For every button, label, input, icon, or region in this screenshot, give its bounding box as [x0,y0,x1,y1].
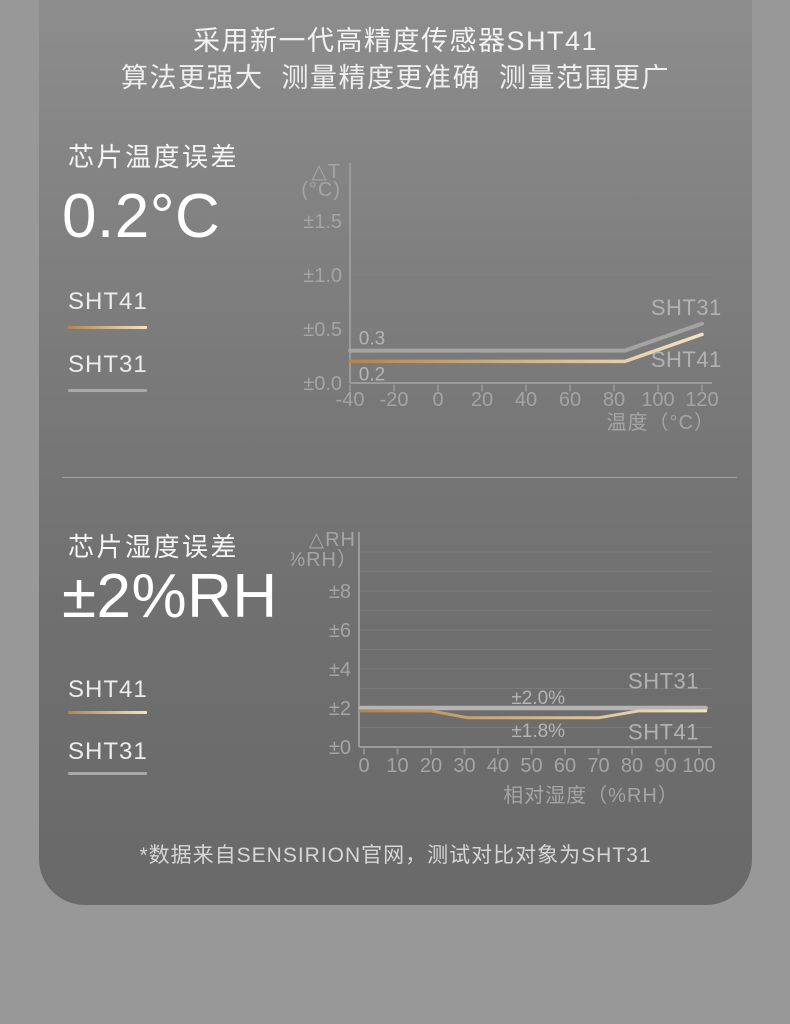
y-axis-title: (°C) [301,179,341,201]
x-tick-label: 0 [432,389,443,411]
page-subtitle: 算法更强大 测量精度更准确 测量范围更广 [120,63,670,93]
y-tick-label: ±1.5 [303,211,342,233]
headline-temperature-error: 0.2°C [62,182,221,251]
y-tick-label: ±4 [329,659,351,681]
x-tick-label: -40 [336,389,365,411]
x-tick-label: 20 [471,389,493,411]
chart-annotation: ±1.8% [511,721,565,742]
x-tick-label: 10 [386,755,408,777]
sensor-infographic-card: 采用新一代高精度传感器SHT41 算法更强大 测量精度更准确 测量范围更广 芯片… [39,0,752,905]
page-title: 采用新一代高精度传感器SHT41 [192,26,599,56]
x-tick-label: 20 [420,755,442,777]
section-divider [62,477,737,478]
x-tick-label: 100 [682,755,715,777]
legend-label-sht31: SHT31 [68,351,148,378]
legend-label-sht41: SHT41 [68,288,148,315]
x-tick-label: 60 [554,755,576,777]
chart-annotation: SHT41 [651,347,722,372]
chart-annotation: SHT41 [628,720,699,745]
section-title-humidity: 芯片湿度误差 [68,532,240,562]
legend-label-sht31: SHT31 [68,738,148,765]
chart-annotation: 0.2 [359,364,385,385]
chart-annotation: SHT31 [651,295,722,320]
x-tick-label: 40 [487,755,509,777]
x-tick-label: 0 [358,755,369,777]
chart-annotation: 0.3 [359,329,385,350]
humidity-error-chart: 0 10 20 30 40 50 60 70 80 90 100 ±8 ±6 ±4 ±2 ±0 △RH（%RH）… [291,529,716,807]
chart-annotation: ±2.0% [511,688,565,709]
y-axis-title: △RH [309,529,356,551]
x-tick-label: 60 [559,389,581,411]
y-tick-label: ±0.5 [303,319,342,341]
x-tick-label: 80 [603,389,625,411]
series-line-sht31 [348,321,704,353]
legend-line-sht41 [68,711,147,714]
y-tick-label: ±1.0 [303,265,342,287]
x-tick-label: -20 [380,389,409,411]
x-tick-label: 70 [587,755,609,777]
data-source-footnote: *数据来自SENSIRION官网，测试对比对象为SHT31 [139,844,652,867]
x-tick-label: 50 [520,755,542,777]
y-tick-label: ±0.0 [303,373,342,395]
chart-annotation: SHT31 [628,669,699,694]
legend-line-sht41 [68,326,147,329]
y-tick-label: ±8 [329,581,351,603]
x-tick-label: 80 [621,755,643,777]
legend-line-sht31 [68,389,147,392]
series-line-sht41 [348,332,704,364]
x-axis-title: 相对湿度（%RH） [503,784,679,807]
y-tick-label: ±2 [329,698,351,720]
x-tick-label: 100 [641,389,674,411]
y-tick-label: ±0 [329,737,351,759]
x-tick-label: 30 [453,755,475,777]
headline-humidity-error: ±2%RH [62,562,278,631]
series-line-sht41 [359,709,708,720]
y-tick-label: ±6 [329,620,351,642]
x-axis-title: 温度（°C） [607,411,715,434]
section-title-temperature: 芯片温度误差 [68,142,240,172]
legend-line-sht31 [68,772,147,775]
y-axis-title: （%RH） [291,548,358,571]
x-tick-label: 90 [654,755,676,777]
x-tick-label: 120 [685,389,718,411]
x-tick-label: 40 [515,389,537,411]
y-axis-title: △T [311,161,341,183]
legend-label-sht41: SHT41 [68,676,148,703]
temperature-error-chart: -40 -20 0 20 40 60 80 100 120 ±1.5 ±1.0 ±0.5 ±0.0 △T(… [301,161,722,434]
